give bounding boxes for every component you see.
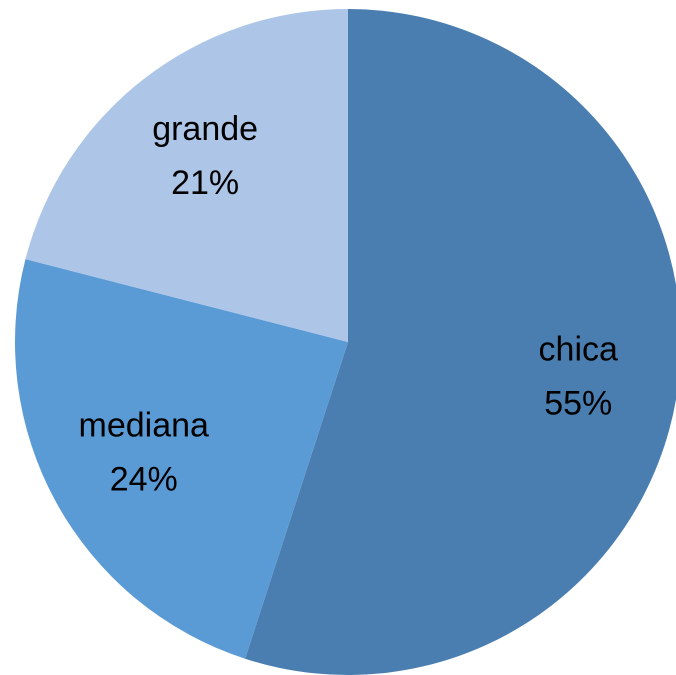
slice-label: chica bbox=[539, 330, 618, 368]
pie-slice bbox=[15, 259, 349, 659]
slice-label: grande bbox=[152, 110, 258, 148]
pie-slice bbox=[245, 9, 676, 675]
value-label: 55% bbox=[544, 384, 612, 422]
value-label: 24% bbox=[110, 460, 178, 498]
value-label: 21% bbox=[171, 164, 239, 202]
pie-slice bbox=[25, 9, 349, 342]
slice-label: mediana bbox=[79, 406, 210, 444]
